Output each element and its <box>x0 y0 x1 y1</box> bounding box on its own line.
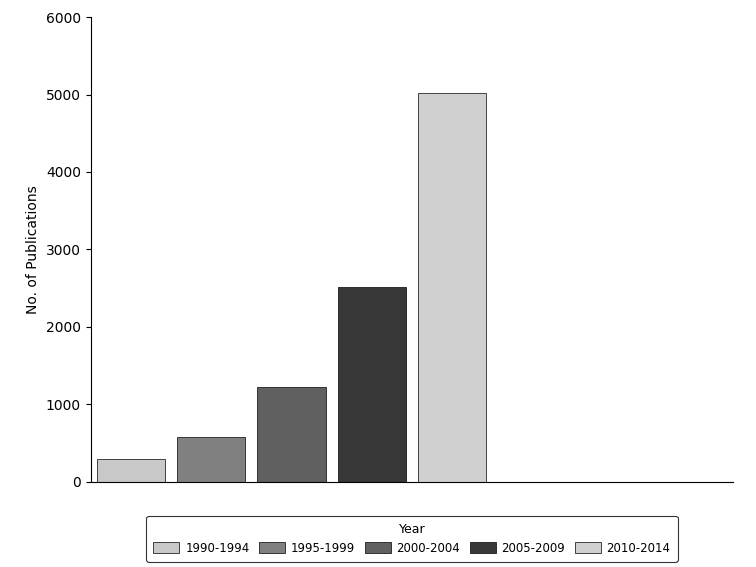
Legend: 1990-1994, 1995-1999, 2000-2004, 2005-2009, 2010-2014: 1990-1994, 1995-1999, 2000-2004, 2005-20… <box>147 516 677 562</box>
Bar <box>97 459 165 482</box>
Bar <box>177 437 246 482</box>
Bar <box>257 387 326 482</box>
Bar <box>418 93 486 482</box>
Bar <box>338 287 406 482</box>
Y-axis label: No. of Publications: No. of Publications <box>26 185 40 314</box>
